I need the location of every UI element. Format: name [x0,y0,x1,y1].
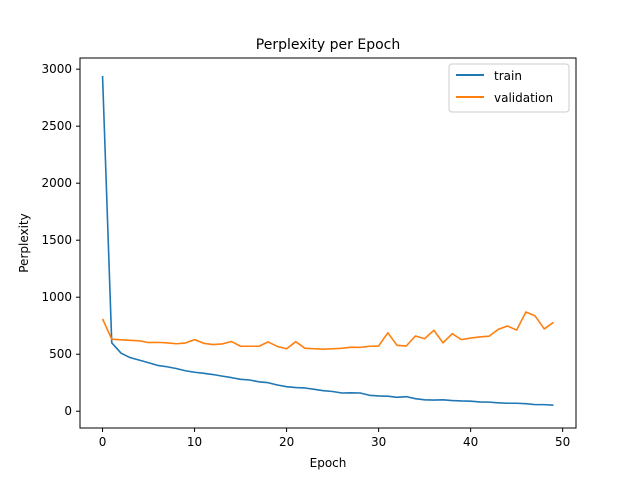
y-tick-label: 500 [49,347,72,361]
y-tick-label: 3000 [41,62,72,76]
y-tick-label: 1000 [41,290,72,304]
x-tick-label: 30 [371,435,386,449]
x-axis: 0 10 20 30 40 50 [99,428,570,449]
legend-label-validation: validation [494,91,553,105]
y-tick-label: 0 [64,404,72,418]
x-tick-label: 0 [99,435,107,449]
y-tick-label: 2500 [41,119,72,133]
series-lines [101,75,554,406]
plot-frame [79,57,577,429]
x-tick-label: 40 [463,435,478,449]
chart-title: Perplexity per Epoch [256,37,400,53]
x-tick-label: 20 [279,435,294,449]
y-tick-label: 1500 [41,233,72,247]
plot-area: 0 10 20 30 40 50 0 500 1000 1500 2000 2500 3000 [41,57,577,449]
x-axis-label: Epoch [310,456,347,470]
y-axis-label: Perplexity [17,213,31,273]
x-tick-label: 10 [187,435,202,449]
y-axis: 0 500 1000 1500 2000 2500 3000 [41,62,80,418]
legend: train validation [448,63,570,113]
x-tick-label: 50 [555,435,570,449]
y-tick-label: 2000 [41,176,72,190]
series-line-validation [101,311,554,351]
series-line-train [101,75,554,406]
legend-label-train: train [494,69,522,83]
